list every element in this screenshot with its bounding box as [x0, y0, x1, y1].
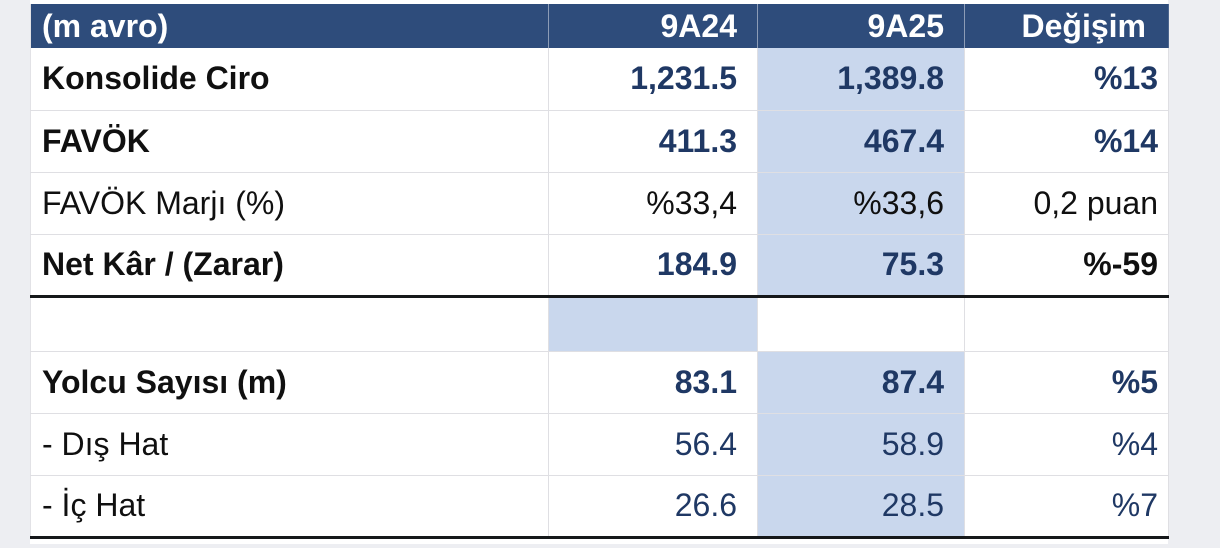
header-cell-period-9a24: 9A24 — [548, 4, 758, 48]
value-cell-9a25: 75.3 — [757, 234, 965, 298]
value-cell-9a24: 1,231.5 — [548, 48, 758, 111]
change-cell: %13 — [964, 48, 1169, 111]
metric-label-cell: FAVÖK — [30, 110, 549, 173]
change-cell: %14 — [964, 110, 1169, 173]
change-cell: %-59 — [964, 234, 1169, 298]
change-cell — [964, 296, 1169, 352]
value-cell-9a24: 56.4 — [548, 413, 758, 476]
table-row: FAVÖK Marjı (%) %33,4 %33,6 0,2 puan — [30, 172, 1169, 235]
header-cell-period-9a25: 9A25 — [757, 4, 965, 48]
value-cell-9a25 — [757, 296, 965, 352]
value-cell-9a24: 83.1 — [548, 351, 758, 414]
change-cell: 0,2 puan — [964, 172, 1169, 235]
metric-label-cell: Net Kâr / (Zarar) — [30, 234, 549, 298]
table-body: Konsolide Ciro 1,231.5 1,389.8 %13 FAVÖK 411.… — [30, 48, 1169, 539]
change-cell: %5 — [964, 351, 1169, 414]
value-cell-9a24: 26.6 — [548, 475, 758, 539]
metric-label-cell: Yolcu Sayısı (m) — [30, 351, 549, 414]
value-cell-9a25: %33,6 — [757, 172, 965, 235]
value-cell-9a25: 467.4 — [757, 110, 965, 173]
value-cell-9a25: 28.5 — [757, 475, 965, 539]
value-cell-9a25: 87.4 — [757, 351, 965, 414]
value-cell-9a25: 1,389.8 — [757, 48, 965, 111]
metric-label-cell: - İç Hat — [30, 475, 549, 539]
change-cell: %4 — [964, 413, 1169, 476]
spacer-row — [30, 296, 1169, 352]
value-cell-9a24: %33,4 — [548, 172, 758, 235]
change-cell: %7 — [964, 475, 1169, 539]
value-cell-9a24: 411.3 — [548, 110, 758, 173]
header-cell-change: Değişim — [964, 4, 1169, 48]
header-cell-unit-label: (m avro) — [30, 4, 549, 48]
table-row: - İç Hat 26.6 28.5 %7 — [30, 475, 1169, 539]
table-row: - Dış Hat 56.4 58.9 %4 — [30, 413, 1169, 476]
value-cell-9a24 — [548, 296, 758, 352]
value-cell-9a24: 184.9 — [548, 234, 758, 298]
table-row: Net Kâr / (Zarar) 184.9 75.3 %-59 — [30, 234, 1169, 298]
table-row: FAVÖK 411.3 467.4 %14 — [30, 110, 1169, 173]
header-row: (m avro) 9A24 9A25 Değişim — [30, 4, 1169, 48]
value-cell-9a25: 58.9 — [757, 413, 965, 476]
metric-label-cell — [30, 296, 549, 352]
table-row: Konsolide Ciro 1,231.5 1,389.8 %13 — [30, 48, 1169, 111]
financial-summary-table: (m avro) 9A24 9A25 Değişim Konsolide Cir… — [30, 0, 1169, 544]
data-table: (m avro) 9A24 9A25 Değişim Konsolide Cir… — [30, 4, 1169, 539]
table-header: (m avro) 9A24 9A25 Değişim — [30, 4, 1169, 48]
table-row: Yolcu Sayısı (m) 83.1 87.4 %5 — [30, 351, 1169, 414]
metric-label-cell: Konsolide Ciro — [30, 48, 549, 111]
metric-label-cell: - Dış Hat — [30, 413, 549, 476]
metric-label-cell: FAVÖK Marjı (%) — [30, 172, 549, 235]
